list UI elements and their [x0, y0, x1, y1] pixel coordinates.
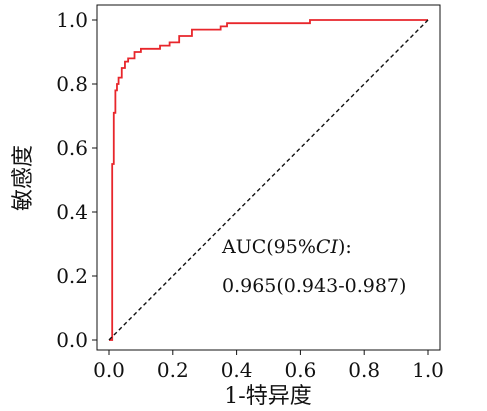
- y-tick-label: 0.2: [56, 264, 88, 288]
- annotation-auc-prefix: AUC(95%: [221, 236, 316, 258]
- x-tick-label: 0.6: [284, 358, 316, 382]
- ticks-layer: 0.0 0.2 0.4 0.6 0.8 1.0 0.0 0.2 0.4 0.6 0.8 1.0: [56, 8, 444, 382]
- annotation-ci: CI: [316, 236, 339, 258]
- y-tick-label: 1.0: [56, 8, 88, 32]
- x-tick-label: 1.0: [412, 358, 444, 382]
- plot-frame: [96, 4, 441, 351]
- y-tick-label: 0.4: [56, 200, 88, 224]
- annotation-auc-value: 0.965(0.943-0.987): [222, 275, 406, 297]
- x-tick-label: 0.0: [93, 358, 125, 382]
- series-layer: [108, 19, 429, 341]
- roc-curve: [109, 19, 428, 341]
- x-tick-label: 0.2: [157, 358, 189, 382]
- y-tick-label: 0.0: [56, 328, 88, 352]
- y-tick-label: 0.6: [56, 136, 88, 160]
- annotation-auc-suffix: ):: [338, 236, 352, 258]
- annotation-auc-title: AUC(95%CI):: [221, 236, 352, 258]
- x-tick-label: 0.4: [221, 358, 253, 382]
- y-axis-title: 敏感度: [11, 145, 36, 211]
- y-tick-label: 0.8: [56, 72, 88, 96]
- x-axis-title: 1-特异度: [224, 384, 311, 409]
- reference-diagonal-line: [108, 19, 429, 341]
- x-tick-label: 0.8: [348, 358, 380, 382]
